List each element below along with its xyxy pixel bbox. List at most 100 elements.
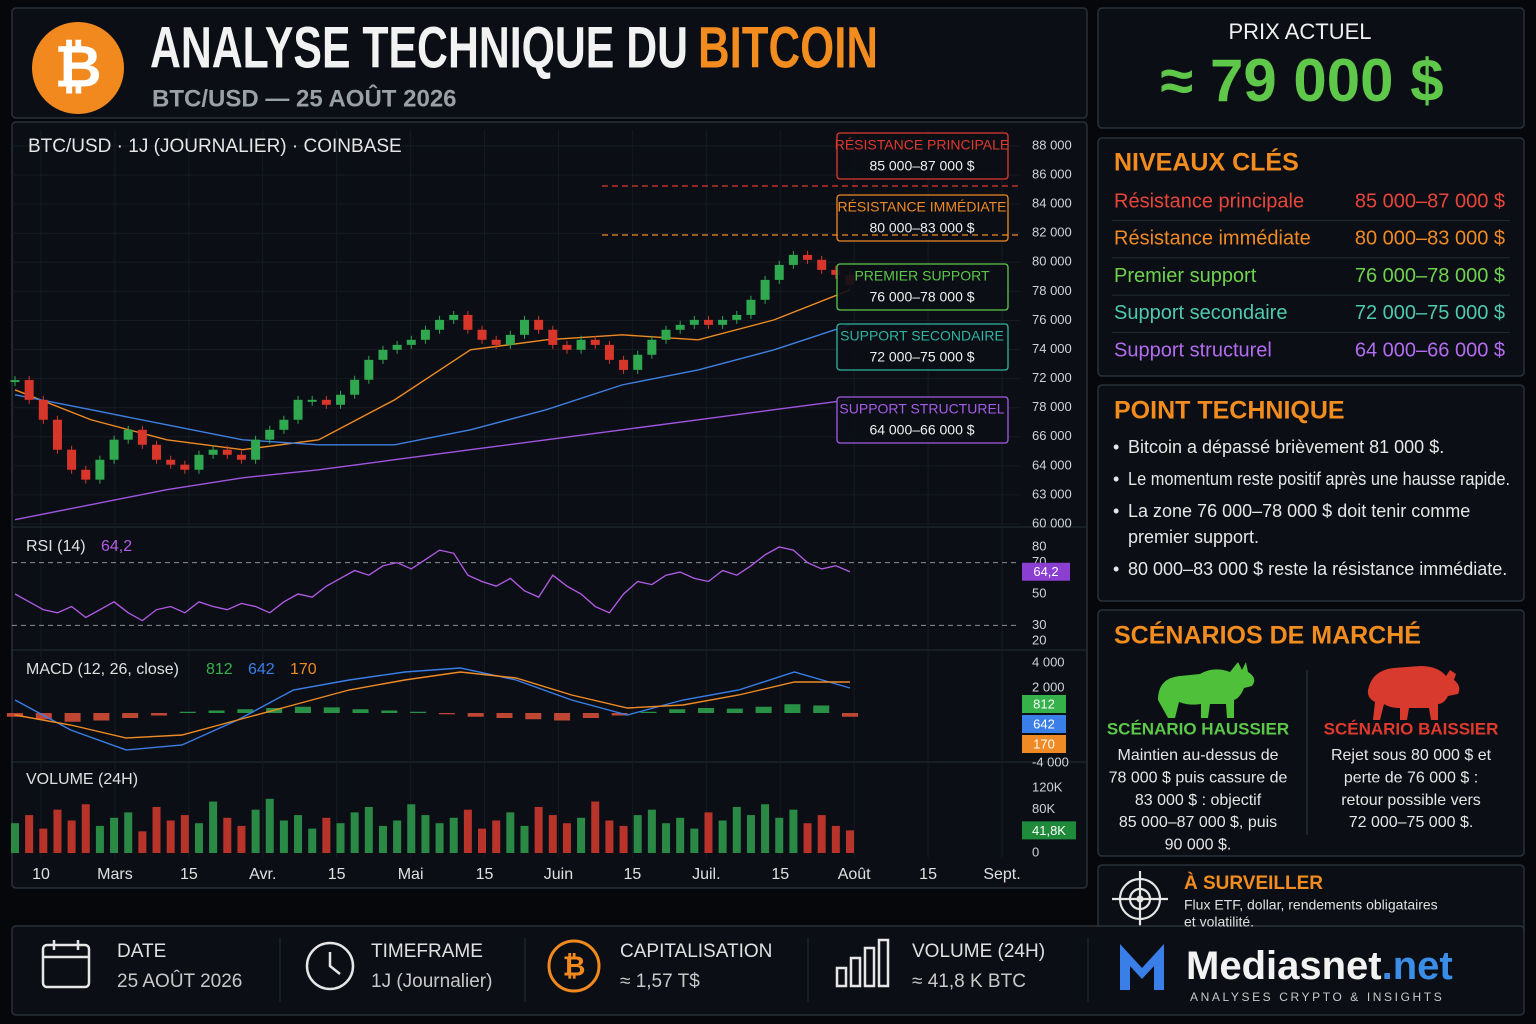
y-tick-label: 88 000	[1032, 137, 1072, 152]
chart-title: BTC/USD · 1J (JOURNALIER) · COINBASE	[28, 136, 402, 157]
volume-bar	[39, 828, 48, 853]
volume-badge	[1022, 821, 1076, 840]
calendar-icon	[41, 940, 91, 989]
brand-tld: .net	[1382, 944, 1453, 988]
brand-logo	[1120, 944, 1164, 990]
scenario-text: 85 000–87 000 $, puis	[1119, 814, 1277, 831]
candle	[718, 319, 728, 325]
candle	[675, 324, 685, 330]
rsi-tick-label: 30	[1032, 617, 1046, 632]
candle	[321, 399, 331, 405]
macd-tick-label: 4 000	[1032, 654, 1065, 669]
title: ANALYSE TECHNIQUE DU	[150, 15, 688, 80]
macd-histogram-bar	[640, 711, 657, 713]
candle	[534, 319, 544, 330]
candle	[364, 359, 374, 380]
volume-bar	[591, 801, 600, 853]
price-value: ≈ 79 000 $	[1160, 47, 1443, 114]
candle	[24, 380, 34, 400]
candle	[505, 334, 515, 345]
macd-histogram-bar	[381, 710, 398, 713]
moving-average	[14, 324, 851, 446]
macd-histogram-bar	[237, 709, 254, 713]
volume-bar	[364, 806, 373, 853]
subtitle: BTC/USD — 25 AOÛT 2026	[152, 84, 457, 112]
volume-bar	[251, 809, 260, 853]
key-level-range: 85 000–87 000 $	[1355, 190, 1505, 212]
macd-histogram-bar	[323, 707, 340, 713]
key-level-label: Premier support	[1114, 265, 1257, 287]
candle	[604, 344, 614, 360]
candle	[732, 314, 742, 320]
y-tick-label: 84 000	[1032, 196, 1072, 211]
scenario-text: retour possible vers	[1341, 792, 1481, 809]
rsi-tick-label: 80	[1032, 538, 1046, 553]
footer-label: CAPITALISATION	[620, 941, 772, 962]
title-highlight: BITCOIN	[698, 15, 878, 80]
volume-bar	[492, 820, 501, 853]
x-tick-label: Sept.	[983, 866, 1020, 883]
key-level-range: 76 000–78 000 $	[1355, 265, 1505, 287]
macd-histogram-bar	[93, 713, 110, 721]
volume-bar	[152, 806, 161, 853]
key-level-range: 64 000–66 000 $	[1355, 339, 1505, 361]
volume-bar	[435, 823, 444, 853]
rsi-tick-label: 20	[1032, 632, 1046, 647]
rsi-tick-label: 50	[1032, 585, 1046, 600]
candle	[81, 469, 91, 480]
macd-badge	[1022, 715, 1066, 733]
candle	[449, 314, 459, 320]
volume-bar	[421, 815, 430, 853]
candle	[251, 439, 261, 460]
candle	[166, 459, 176, 465]
bear-icon	[1367, 666, 1460, 720]
candle	[760, 279, 770, 300]
volume-bar	[690, 828, 699, 853]
macd-histogram-bar	[554, 713, 571, 721]
footer-label: VOLUME (24H)	[912, 941, 1045, 962]
key-levels-title: NIVEAUX CLÉS	[1114, 148, 1299, 177]
candle	[208, 449, 218, 455]
bullet-dot: •	[1113, 469, 1119, 489]
y-tick-label: 86 000	[1032, 167, 1072, 182]
volume-bar	[166, 820, 175, 853]
candle	[307, 399, 317, 402]
level-box	[836, 323, 1009, 371]
header-panel	[11, 7, 1088, 119]
scenario-title: SCÉNARIO BAISSIER	[1324, 719, 1499, 738]
key-levels-panel	[1097, 137, 1525, 377]
candle	[435, 319, 445, 330]
level-box	[836, 132, 1009, 180]
candle	[279, 419, 289, 430]
volume-bar	[265, 798, 274, 853]
footer-value: 25 AOÛT 2026	[117, 970, 242, 992]
volume-bar	[761, 804, 770, 853]
volume-bar	[662, 823, 671, 853]
scenario-text: 83 000 $ : objectif	[1135, 792, 1262, 809]
candle	[350, 379, 360, 395]
key-level-label: Support secondaire	[1114, 302, 1287, 324]
candle	[52, 419, 62, 450]
candle	[463, 314, 473, 330]
macd-histogram-bar	[525, 713, 542, 720]
macd-tick-label: -4 000	[1032, 754, 1069, 769]
bullet-text: 80 000–83 000 $ reste la résistance immé…	[1128, 559, 1507, 579]
volume-label: VOLUME (24H)	[26, 771, 138, 788]
x-tick-label: Juil.	[692, 866, 720, 883]
macd-histogram-bar	[179, 711, 196, 713]
volume-bar	[407, 804, 416, 853]
y-tick-label: 78 000	[1032, 283, 1072, 298]
x-tick-label: 10	[32, 866, 50, 883]
candle	[10, 380, 20, 383]
candle	[95, 459, 105, 480]
candle	[703, 319, 713, 325]
scenarios-title: SCÉNARIOS DE MARCHÉ	[1114, 621, 1421, 650]
volume-bar	[647, 809, 656, 853]
watch-title: À SURVEILLER	[1184, 872, 1323, 894]
key-level-label: Résistance principale	[1114, 190, 1304, 212]
candle	[336, 394, 346, 405]
technical-title: POINT TECHNIQUE	[1114, 397, 1345, 425]
scenario-text: Maintien au-dessus de	[1118, 747, 1279, 764]
scenario-text: 90 000 $.	[1165, 836, 1232, 853]
volume-badge-label: 41,8K	[1032, 823, 1066, 838]
